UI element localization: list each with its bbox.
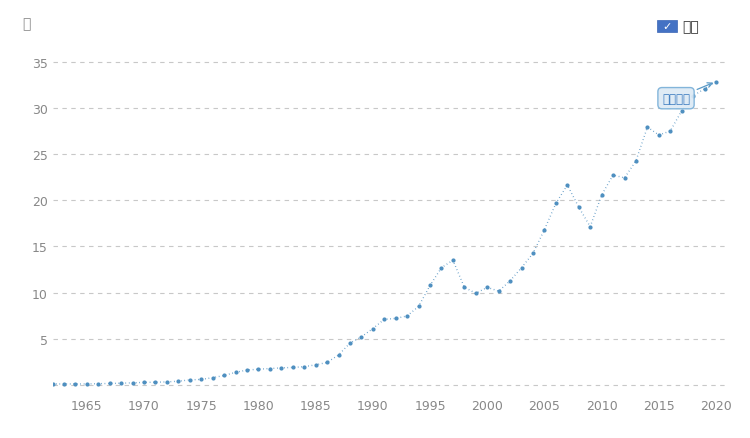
Text: 千: 千 [22,18,31,32]
Text: 标签: 标签 [682,20,699,34]
Text: ✓: ✓ [662,22,671,32]
FancyBboxPatch shape [657,21,676,33]
Text: 大韩民国: 大韩民国 [662,84,712,106]
